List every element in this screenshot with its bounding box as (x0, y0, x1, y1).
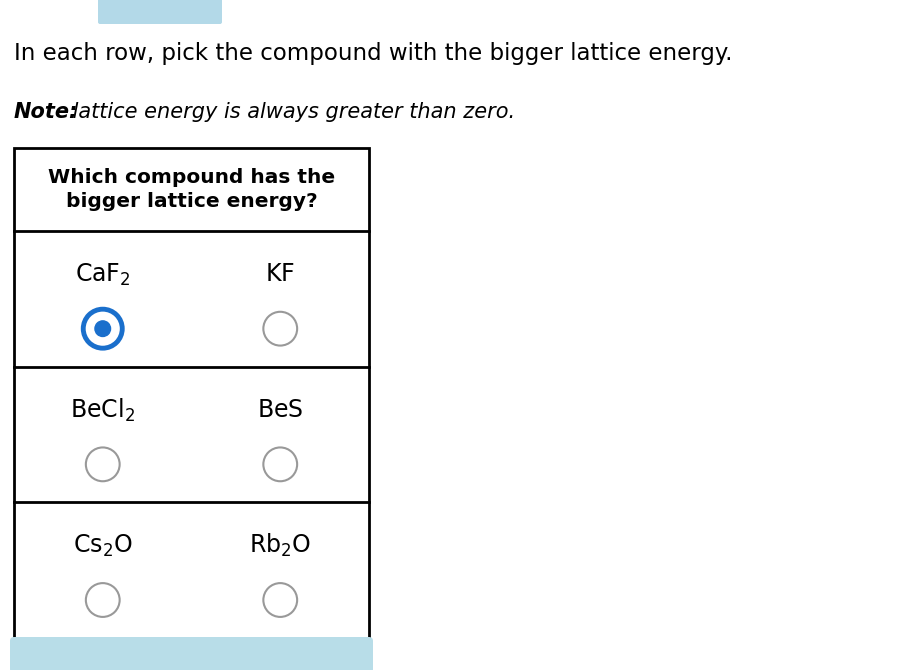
Text: $\mathrm{BeS}$: $\mathrm{BeS}$ (256, 398, 303, 422)
Text: $\mathrm{Cs}_{2}\mathrm{O}$: $\mathrm{Cs}_{2}\mathrm{O}$ (73, 533, 133, 559)
Circle shape (263, 312, 297, 346)
Circle shape (263, 448, 297, 481)
FancyBboxPatch shape (14, 148, 368, 638)
Text: Which compound has the: Which compound has the (48, 168, 335, 187)
Text: $\mathrm{Rb}_{2}\mathrm{O}$: $\mathrm{Rb}_{2}\mathrm{O}$ (249, 532, 311, 559)
FancyBboxPatch shape (10, 637, 373, 670)
Text: $\mathrm{KF}$: $\mathrm{KF}$ (265, 263, 294, 286)
FancyBboxPatch shape (98, 0, 222, 24)
Text: bigger lattice energy?: bigger lattice energy? (66, 192, 317, 211)
Text: $\mathrm{BeCl}_{2}$: $\mathrm{BeCl}_{2}$ (70, 397, 135, 423)
Text: $\mathrm{CaF}_{2}$: $\mathrm{CaF}_{2}$ (75, 261, 130, 287)
Circle shape (95, 321, 110, 336)
Text: Note:: Note: (14, 102, 79, 122)
Circle shape (83, 309, 122, 348)
Circle shape (86, 583, 119, 617)
Text: lattice energy is always greater than zero.: lattice energy is always greater than ze… (66, 102, 515, 122)
Circle shape (86, 448, 119, 481)
Text: In each row, pick the compound with the bigger lattice energy.: In each row, pick the compound with the … (14, 42, 731, 65)
Circle shape (263, 583, 297, 617)
